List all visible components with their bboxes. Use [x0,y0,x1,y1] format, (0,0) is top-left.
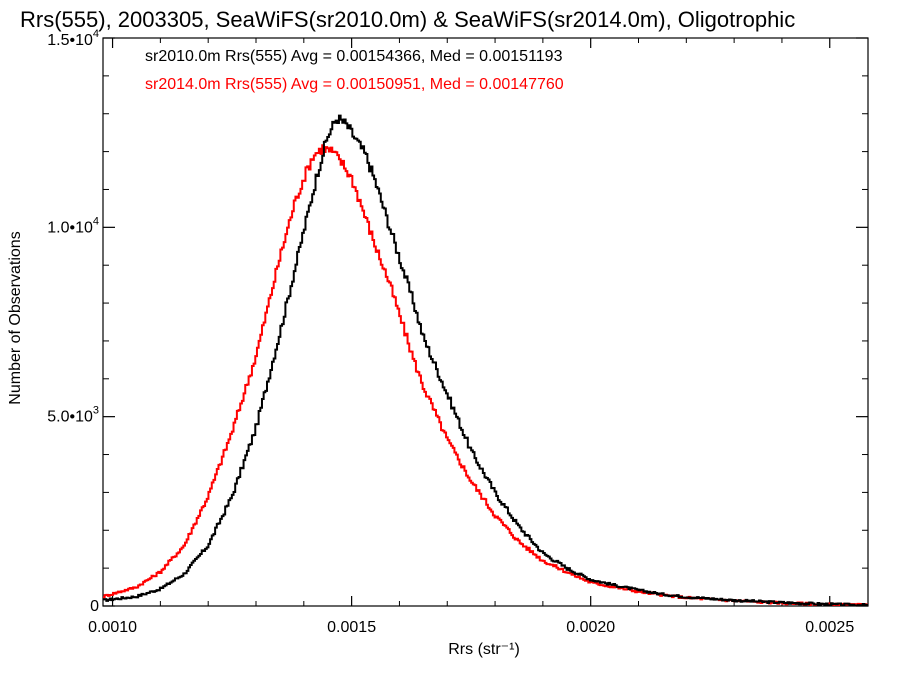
x-tick-label: 0.0020 [566,619,615,636]
y-tick-label: 1.5•104 [47,28,99,49]
x-tick-label: 0.0025 [805,619,854,636]
histogram-series-sr2010.0m [103,114,868,606]
histogram-series-sr2014.0m [103,144,868,606]
stats-annotation-sr2014.0m: sr2014.0m Rrs(555) Avg = 0.00150951, Med… [145,76,564,93]
y-tick-label-base: 1.0•10 [47,219,93,236]
y-tick-label-exponent: 4 [93,215,99,227]
y-tick-label-exponent: 4 [93,28,99,40]
y-tick-label-base: 1.5•10 [47,32,93,49]
y-axis-label: Number of Observations [7,231,24,404]
chart-title: Rrs(555), 2003305, SeaWiFS(sr2010.0m) & … [20,7,795,32]
y-tick-label: 1.0•104 [47,215,99,236]
y-tick-label-base: 0 [90,598,99,615]
x-axis-label: Rrs (str⁻¹) [448,641,520,658]
plot-frame [102,37,869,607]
x-tick-label: 0.0015 [327,619,376,636]
y-tick-label-exponent: 3 [93,405,99,417]
stats-annotation-sr2010.0m: sr2010.0m Rrs(555) Avg = 0.00154366, Med… [145,48,563,65]
y-tick-label-base: 5.0•10 [47,409,93,426]
y-tick-label: 0 [90,598,99,615]
plot-area: 0.0010 0.0015 0.0020 0.002505.0•1031.0•1041… [47,28,869,636]
y-tick-label: 5.0•103 [47,405,99,426]
x-tick-label: 0.0010 [88,619,137,636]
